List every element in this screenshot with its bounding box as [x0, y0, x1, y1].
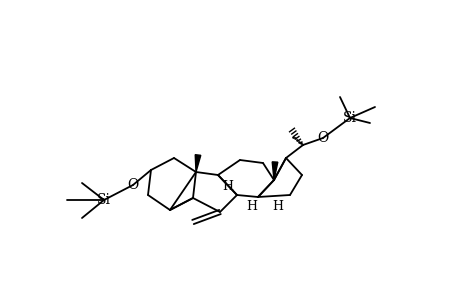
Polygon shape [272, 162, 277, 180]
Text: O: O [127, 178, 138, 192]
Polygon shape [195, 155, 200, 172]
Text: O: O [317, 131, 328, 145]
Text: Si: Si [97, 193, 111, 207]
Text: Si: Si [342, 111, 356, 125]
Text: H: H [222, 179, 233, 193]
Text: H: H [246, 200, 257, 214]
Text: H: H [272, 200, 283, 214]
